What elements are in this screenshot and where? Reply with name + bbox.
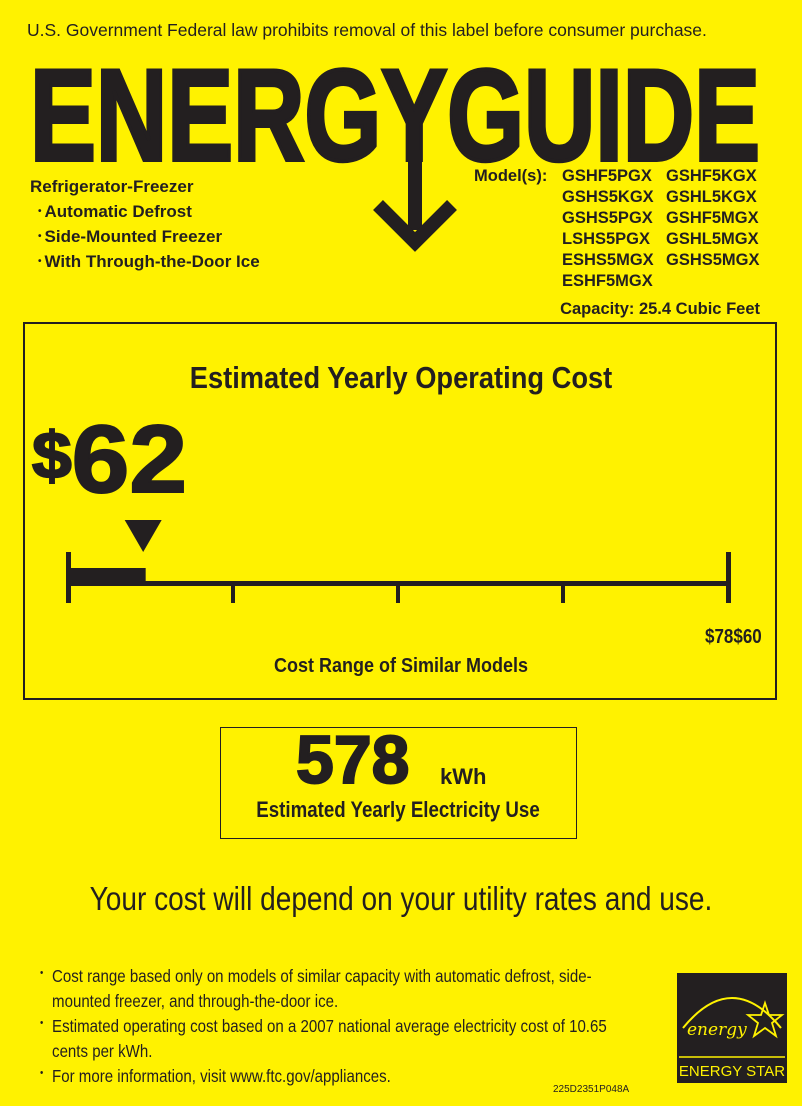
feature-item: Side-Mounted Freezer xyxy=(30,224,260,249)
energy-star-logo: energy ENERGY STAR xyxy=(677,973,787,1083)
feature-item: With Through-the-Door Ice xyxy=(30,249,260,274)
cost-range-label: Cost Range of Similar Models xyxy=(273,655,529,677)
scale-labels: $78$60 xyxy=(705,626,762,648)
footnote: For more information, visit www.ftc.gov/… xyxy=(40,1061,642,1089)
cost-disclaimer: Your cost will depend on your utility ra… xyxy=(89,880,713,917)
electricity-box xyxy=(220,727,577,839)
model-number: GSHL5KGX xyxy=(666,188,757,206)
cost-pointer-icon xyxy=(124,520,162,552)
models-label: Model(s): xyxy=(474,167,548,185)
energy-script: energy xyxy=(687,1020,747,1040)
energy-star-text: ENERGY STAR xyxy=(679,1063,785,1080)
footnotes: Cost range based only on models of simil… xyxy=(40,961,642,1089)
kwh-unit: kWh xyxy=(440,764,487,789)
models-block: Model(s): GSHF5PGX GSHF5KGX GSHS5KGX GSHL5K… xyxy=(474,166,760,290)
model-number: LSHS5PGX xyxy=(562,230,651,248)
feature-item: Automatic Defrost xyxy=(30,199,260,224)
operating-cost-title: Estimated Yearly Operating Cost xyxy=(189,360,613,395)
energyguide-title: ENERGYGUIDE xyxy=(30,42,760,167)
scale-tick xyxy=(396,582,400,603)
scale-end-tick xyxy=(726,552,731,603)
scale-fill xyxy=(70,568,146,584)
footnote: Estimated operating cost based on a 2007… xyxy=(40,1011,642,1064)
model-number: GSHS5KGX xyxy=(562,188,654,206)
model-number: GSHF5MGX xyxy=(666,209,759,227)
scale-tick xyxy=(231,582,235,603)
removal-notice: U.S. Government Federal law prohibits re… xyxy=(27,20,707,40)
capacity: Capacity: 25.4 Cubic Feet xyxy=(560,300,760,318)
kwh-value: 578 xyxy=(295,722,410,798)
cost-range-scale xyxy=(66,520,731,603)
kwh-label: Estimated Yearly Electricity Use xyxy=(256,797,540,822)
down-arrow-icon xyxy=(373,150,457,252)
operating-cost-value: $62 xyxy=(31,411,188,509)
model-list: GSHF5PGX GSHF5KGX GSHS5KGX GSHL5KGX GSHS5PGX… xyxy=(562,166,766,292)
product-type: Refrigerator-Freezer xyxy=(30,177,194,196)
cost-amount: 62 xyxy=(71,406,188,513)
model-number: GSHS5MGX xyxy=(666,251,760,269)
energyguide-title-wrapper: ENERGYGUIDE xyxy=(30,42,762,167)
currency-symbol: $ xyxy=(31,418,73,492)
product-description: Refrigerator-Freezer Automatic Defrost S… xyxy=(30,174,260,274)
model-number: GSHS5PGX xyxy=(562,209,653,227)
scale-tick xyxy=(561,582,565,603)
model-number: GSHF5KGX xyxy=(666,167,757,185)
model-number: ESHF5MGX xyxy=(562,272,653,290)
model-number: GSHF5PGX xyxy=(562,167,652,185)
footnote: Cost range based only on models of simil… xyxy=(40,961,642,1014)
operating-cost-box xyxy=(23,322,777,700)
model-number: ESHS5MGX xyxy=(562,251,654,269)
label-code: 225D2351P048A xyxy=(553,1084,630,1095)
model-number: GSHL5MGX xyxy=(666,230,759,248)
scale-end-tick xyxy=(66,552,71,603)
